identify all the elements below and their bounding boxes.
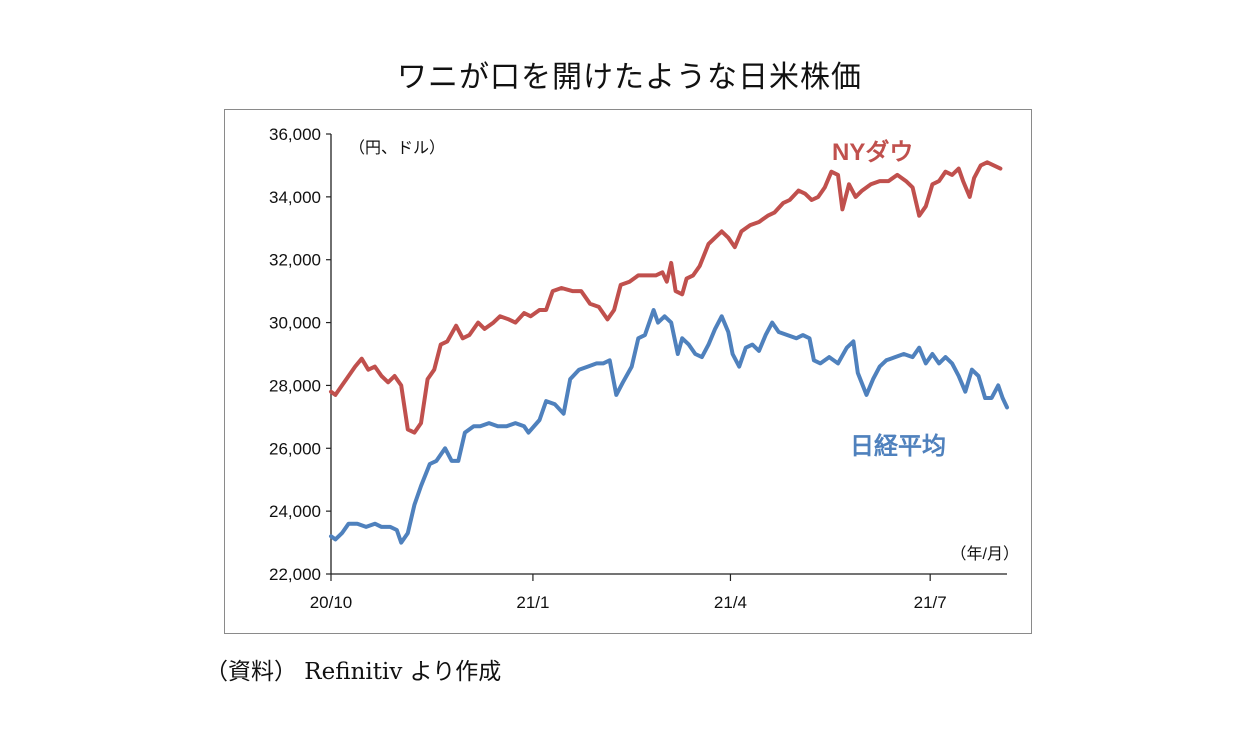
source-note: （資料） Refinitiv より作成 bbox=[205, 659, 502, 685]
series-lines bbox=[329, 160, 1009, 545]
series-label-ny-dow: NYダウ bbox=[832, 138, 913, 166]
chart-title: ワニが口を開けたような日米株価 bbox=[397, 60, 862, 95]
x-tick-label: 21/1 bbox=[516, 593, 549, 612]
ticks: 22,000 24,000 26,000 28,000 30,000 32,000 34,0… bbox=[269, 125, 947, 612]
y-tick-label: 32,000 bbox=[269, 251, 321, 270]
y-tick-label: 34,000 bbox=[269, 188, 321, 207]
line-chart: 22,000 24,000 26,000 28,000 30,000 32,000 34,0… bbox=[269, 125, 1019, 612]
y-tick-label: 26,000 bbox=[269, 439, 321, 458]
y-tick-label: 28,000 bbox=[269, 376, 321, 395]
y-tick-label: 22,000 bbox=[269, 565, 321, 584]
series-label-nikkei: 日経平均 bbox=[850, 432, 946, 460]
y-tick-label: 24,000 bbox=[269, 502, 321, 521]
series-line-ny-dow bbox=[329, 160, 1003, 435]
x-tick-label: 20/10 bbox=[310, 593, 353, 612]
y-tick-label: 36,000 bbox=[269, 125, 321, 144]
x-tick-label: 21/7 bbox=[914, 593, 947, 612]
y-tick-label: 30,000 bbox=[269, 314, 321, 333]
x-axis-unit-label: （年/月） bbox=[951, 545, 1019, 563]
series-line-nikkei bbox=[329, 308, 1009, 545]
y-axis-unit-label: （円、ドル） bbox=[349, 139, 445, 157]
x-tick-label: 21/4 bbox=[714, 593, 747, 612]
axes bbox=[330, 134, 1007, 575]
